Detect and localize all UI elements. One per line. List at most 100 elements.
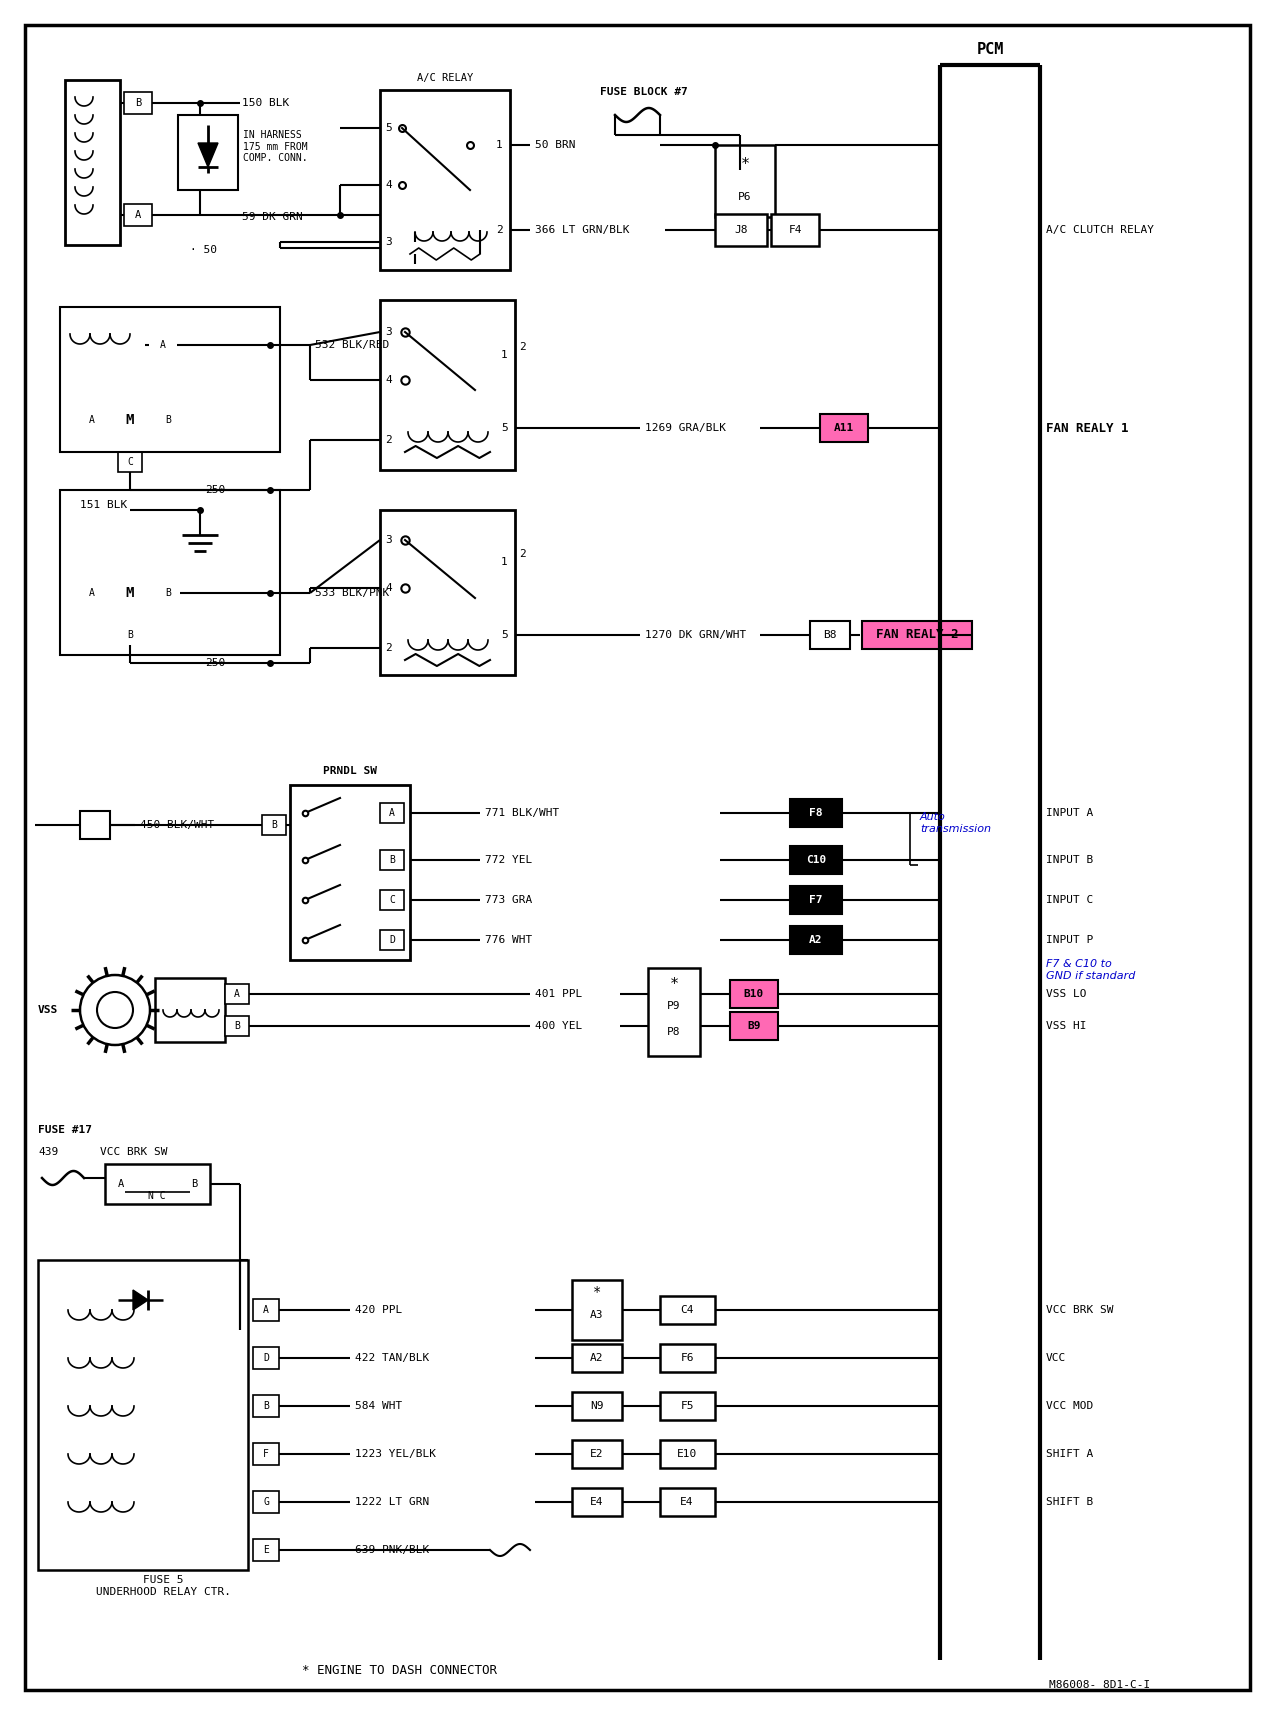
Text: M: M xyxy=(126,586,134,600)
Text: INPUT P: INPUT P xyxy=(1046,935,1093,945)
Text: E: E xyxy=(263,1546,269,1554)
Bar xyxy=(289,785,411,961)
Text: B: B xyxy=(164,588,171,599)
Bar xyxy=(572,1280,622,1340)
Text: B: B xyxy=(272,819,277,830)
Text: A: A xyxy=(89,416,94,424)
Text: B: B xyxy=(164,416,171,424)
Text: M86008- 8D1-C-I: M86008- 8D1-C-I xyxy=(1049,1680,1150,1690)
Bar xyxy=(572,1344,622,1371)
Text: B9: B9 xyxy=(747,1021,761,1032)
Bar xyxy=(119,624,142,645)
Text: 3: 3 xyxy=(385,535,391,545)
Text: 533 BLK/PNK: 533 BLK/PNK xyxy=(315,588,389,599)
Text: INPUT A: INPUT A xyxy=(1046,807,1093,818)
Text: 1269 GRA/BLK: 1269 GRA/BLK xyxy=(645,423,725,433)
Text: A: A xyxy=(389,807,395,818)
Bar xyxy=(715,214,768,247)
Text: 400 YEL: 400 YEL xyxy=(536,1021,583,1032)
Text: 4: 4 xyxy=(385,583,391,593)
Text: C: C xyxy=(128,457,133,467)
Text: B8: B8 xyxy=(824,630,836,640)
Bar xyxy=(648,968,700,1056)
Text: *: * xyxy=(741,157,750,172)
Text: G: G xyxy=(263,1497,269,1508)
Bar xyxy=(149,335,177,355)
Bar xyxy=(660,1489,715,1516)
Text: 151 BLK: 151 BLK xyxy=(80,500,128,511)
Text: C10: C10 xyxy=(806,856,826,864)
Text: 1: 1 xyxy=(501,557,507,568)
Bar xyxy=(65,316,145,354)
Text: 3: 3 xyxy=(385,328,391,336)
Text: P9: P9 xyxy=(667,1000,681,1011)
Polygon shape xyxy=(133,1290,148,1309)
Text: VSS HI: VSS HI xyxy=(1046,1021,1086,1032)
Text: INPUT B: INPUT B xyxy=(1046,856,1093,864)
Bar xyxy=(862,621,972,649)
Text: C: C xyxy=(389,895,395,906)
Text: FAN REALY 1: FAN REALY 1 xyxy=(1046,421,1128,435)
Text: FUSE 5
UNDERHOOD RELAY CTR.: FUSE 5 UNDERHOOD RELAY CTR. xyxy=(96,1575,231,1597)
Text: F7: F7 xyxy=(810,895,822,906)
Text: 639 PNK/BLK: 639 PNK/BLK xyxy=(354,1546,430,1554)
Bar xyxy=(65,79,120,245)
Text: 5: 5 xyxy=(501,423,507,433)
Text: N C: N C xyxy=(148,1190,166,1201)
Text: VCC: VCC xyxy=(1046,1352,1066,1363)
Bar xyxy=(252,1539,279,1561)
Text: 250: 250 xyxy=(205,657,226,668)
Bar xyxy=(60,490,280,656)
Bar xyxy=(252,1299,279,1321)
Text: 584 WHT: 584 WHT xyxy=(354,1401,402,1411)
Text: A: A xyxy=(117,1178,124,1189)
Text: N9: N9 xyxy=(590,1401,604,1411)
Text: A/C CLUTCH RELAY: A/C CLUTCH RELAY xyxy=(1046,224,1154,235)
Text: F6: F6 xyxy=(681,1352,694,1363)
Bar xyxy=(105,1164,210,1204)
Text: A2: A2 xyxy=(810,935,822,945)
Text: Auto
transmission: Auto transmission xyxy=(921,812,991,833)
Text: 2: 2 xyxy=(519,549,525,559)
Text: SHIFT B: SHIFT B xyxy=(1046,1497,1093,1508)
Bar xyxy=(572,1489,622,1516)
Text: 2: 2 xyxy=(496,224,502,235)
Text: VSS: VSS xyxy=(38,1006,59,1014)
Text: 1223 YEL/BLK: 1223 YEL/BLK xyxy=(354,1449,436,1459)
Text: 250: 250 xyxy=(205,485,226,495)
Text: B: B xyxy=(389,856,395,864)
Text: · 50: · 50 xyxy=(190,245,217,255)
Text: C4: C4 xyxy=(681,1306,694,1314)
Text: 776 WHT: 776 WHT xyxy=(484,935,532,945)
Text: D: D xyxy=(389,935,395,945)
Text: B: B xyxy=(135,98,142,109)
Bar xyxy=(380,90,510,271)
Bar xyxy=(119,452,142,473)
Text: D: D xyxy=(263,1352,269,1363)
Text: F5: F5 xyxy=(681,1401,694,1411)
Bar xyxy=(156,583,180,604)
Text: 1: 1 xyxy=(501,350,507,361)
Text: 1: 1 xyxy=(496,140,502,150)
Bar xyxy=(252,1444,279,1465)
Bar xyxy=(261,814,286,835)
Bar xyxy=(660,1392,715,1420)
Text: PRNDL SW: PRNDL SW xyxy=(323,766,377,776)
Text: 4: 4 xyxy=(385,374,391,385)
Bar xyxy=(80,583,105,604)
Polygon shape xyxy=(198,143,218,167)
Bar xyxy=(810,621,850,649)
Text: M: M xyxy=(126,412,134,428)
Text: *: * xyxy=(593,1285,602,1299)
Bar xyxy=(156,411,180,430)
Bar xyxy=(572,1440,622,1468)
Bar xyxy=(380,511,515,674)
Bar xyxy=(252,1396,279,1416)
Bar xyxy=(572,1392,622,1420)
Text: FUSE #17: FUSE #17 xyxy=(38,1125,92,1135)
Bar xyxy=(80,811,110,838)
Bar xyxy=(660,1295,715,1325)
Text: SHIFT A: SHIFT A xyxy=(1046,1449,1093,1459)
Bar xyxy=(660,1440,715,1468)
Text: P6: P6 xyxy=(738,191,752,202)
